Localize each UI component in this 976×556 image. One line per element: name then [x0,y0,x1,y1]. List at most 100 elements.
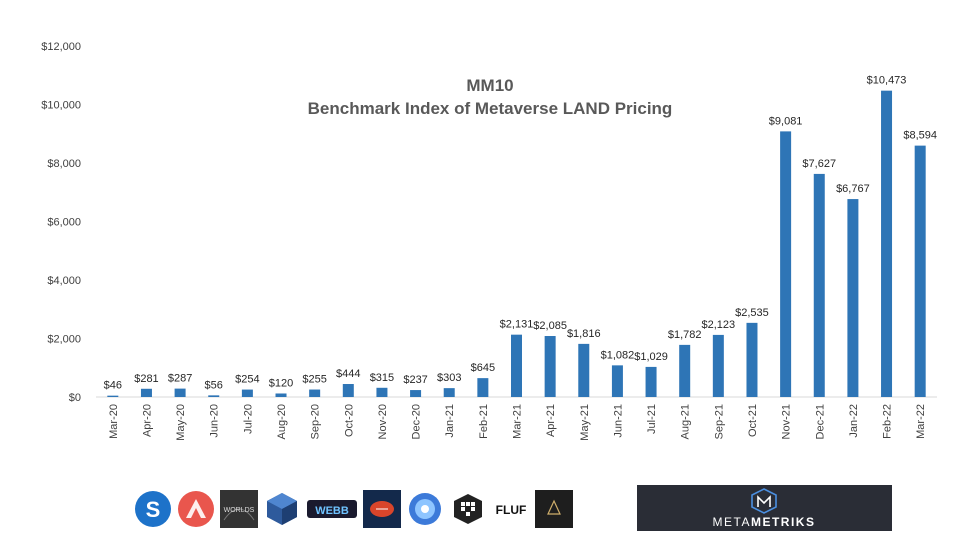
data-label: $120 [269,377,293,389]
bar [174,388,186,397]
data-label: $6,767 [836,183,870,195]
bar [275,393,287,397]
data-label: $1,782 [668,329,702,341]
bar [914,145,926,397]
data-label: $8,594 [903,130,937,142]
bar [645,366,657,397]
x-tick-label: Apr-21 [545,404,557,437]
y-tick-label: $12,000 [41,41,81,53]
data-label: $46 [104,380,122,392]
x-tick-labels-group: Mar-20 Apr-20 May-20 Jun-20 Jul-20 Aug-20 Sep-… [108,404,927,441]
x-tick-label: Apr-20 [141,404,153,437]
webb-text: WEBB [315,505,349,517]
data-label: $444 [336,368,360,380]
bar [342,384,354,397]
bar [746,322,758,397]
bar [140,388,152,397]
metametriks-emblem-icon [751,488,777,514]
bar [241,389,253,397]
x-tick-label: Sep-21 [713,404,725,439]
y-tick-label: $0 [69,392,81,404]
x-tick-label: Jul-20 [242,404,254,434]
x-tick-label: Oct-20 [343,404,355,437]
x-tick-label: Mar-21 [512,404,524,439]
bars-group [107,90,926,398]
data-label: $9,081 [769,115,803,127]
bar [208,395,220,397]
y-tick-label: $6,000 [47,217,81,229]
decentraland-logo-icon [406,490,444,528]
cube-logo-icon [449,490,487,528]
bar [813,173,825,397]
bar [847,199,859,397]
bar [477,378,489,397]
y-tick-label: $8,000 [47,158,81,170]
x-tick-label: Nov-21 [781,404,793,439]
bar [511,334,522,397]
y-tick-label: $2,000 [47,334,81,346]
data-label: $281 [134,373,158,385]
bar [309,389,321,397]
x-tick-label: Feb-21 [478,404,490,439]
netvrk-worlds-logo-icon: WORLDS [220,490,258,528]
data-label: $315 [370,372,394,384]
data-labels-group: $46 $281 $287 $56 $254 $120 $255 $444 $315 $237 $3… [104,75,937,392]
bar-chart: MM10 Benchmark Index of Metaverse LAND P… [41,41,937,441]
x-tick-label: Dec-20 [411,404,423,439]
x-tick-label: Jun-21 [612,404,624,438]
x-tick-label: Mar-22 [915,404,927,439]
data-label: $7,627 [802,158,836,170]
x-tick-label: Mar-20 [108,404,120,439]
bar [881,90,893,398]
data-label: $303 [437,372,461,384]
somnium-logo-icon [177,490,215,528]
bar [780,131,792,398]
dark-logo-icon [535,490,573,528]
fluf-text: FLUF [496,503,527,517]
x-tick-label: Oct-21 [747,404,759,437]
x-tick-label: Dec-21 [814,404,826,439]
metametriks-logo: METAMETRIKS [713,488,816,529]
data-label: $2,085 [533,320,567,332]
data-label: $2,131 [500,319,534,331]
data-label: $645 [471,362,495,374]
x-tick-label: Nov-20 [377,404,389,439]
x-tick-label: Jul-21 [646,404,658,434]
x-tick-label: Feb-22 [882,404,894,439]
data-label: $237 [403,374,427,386]
x-tick-label: May-21 [579,404,591,441]
partner-logos: S WORLDS WEBB FLUF [134,488,573,530]
worlds-text: WORLDS [224,507,255,514]
y-tick-label: $4,000 [47,275,81,287]
data-label: $2,535 [735,307,769,319]
x-tick-label: Jun-20 [209,404,221,438]
data-label: $287 [168,373,192,385]
bar [611,365,623,397]
chart-subtitle: Benchmark Index of Metaverse LAND Pricin… [308,99,673,118]
metametriks-brand-banner: METAMETRIKS [637,485,892,531]
data-label: $254 [235,374,259,386]
svg-text:S: S [146,497,161,522]
data-label: $1,029 [634,351,668,363]
data-label: $1,082 [601,349,635,361]
data-label: $2,123 [702,319,736,331]
data-label: $255 [302,374,326,386]
cryptovoxels-logo-icon [263,490,301,528]
x-tick-label: Aug-21 [680,404,692,439]
bar [578,343,590,397]
y-axis: $0 $2,000 $4,000 $6,000 $8,000 $10,000 $12,000 [41,41,81,404]
y-tick-label: $10,000 [41,100,81,112]
data-label: $56 [205,379,223,391]
bar [107,395,119,397]
worldwide-webb-logo-icon: WEBB [306,490,358,528]
bar [679,344,691,397]
x-tick-label: Jan-21 [444,404,456,438]
football-logo-icon [363,490,401,528]
bar [544,336,556,397]
bar [443,388,455,397]
brand-name: METAMETRIKS [713,515,816,529]
data-label: $1,816 [567,328,601,340]
data-label: $10,473 [867,75,907,87]
fluf-logo-icon: FLUF [492,490,530,528]
x-tick-label: Aug-20 [276,404,288,439]
